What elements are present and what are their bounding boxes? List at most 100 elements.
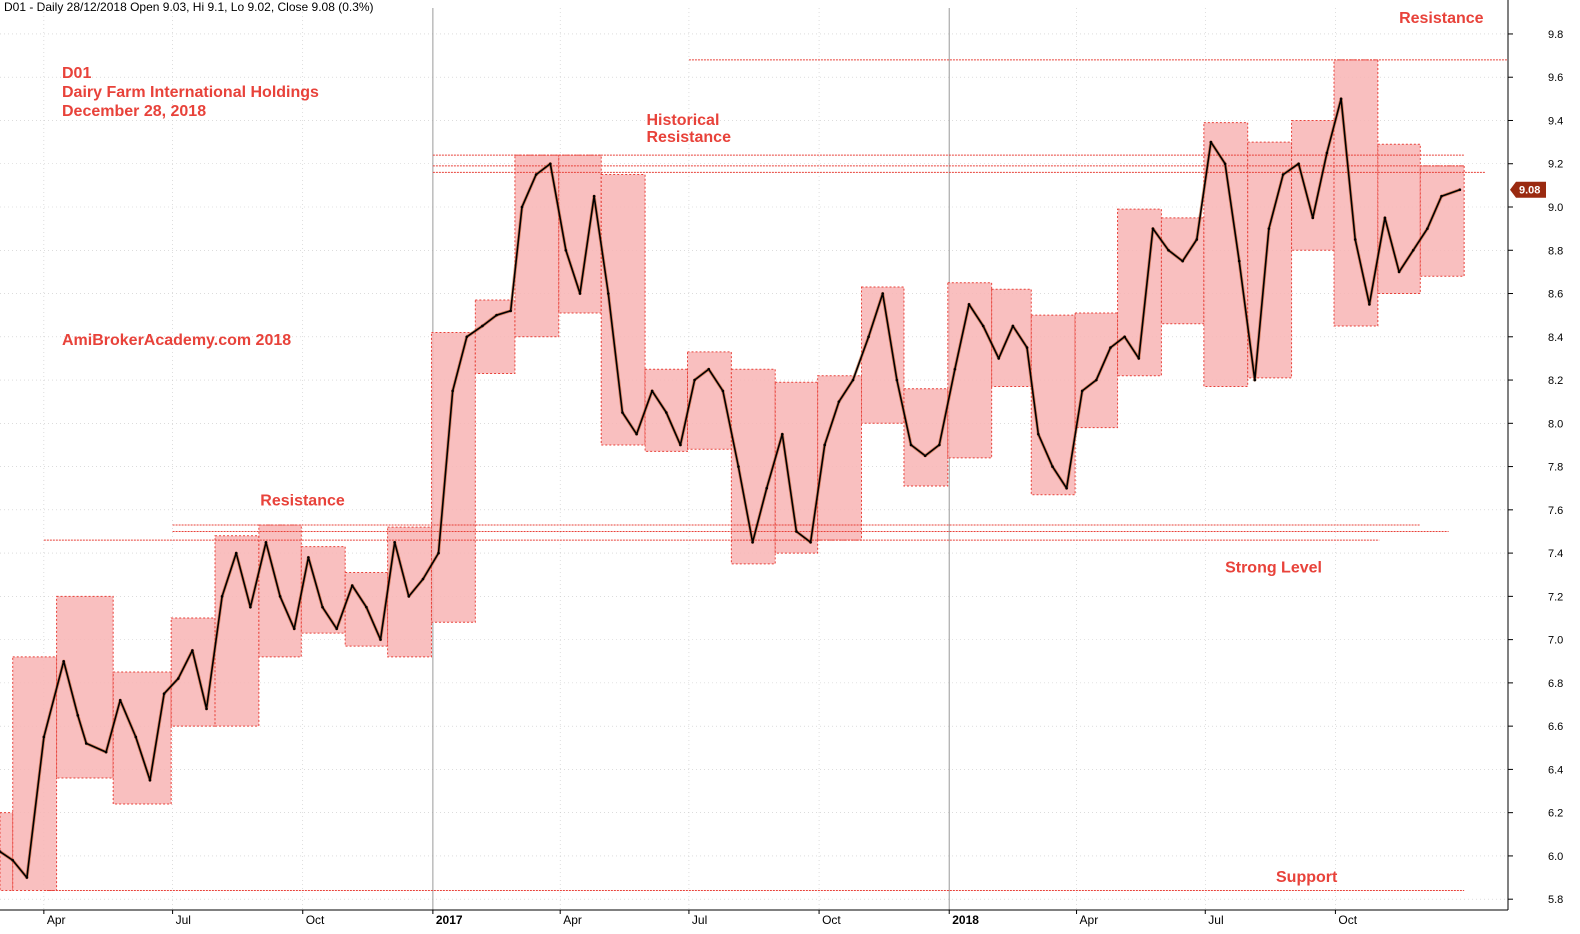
y-tick-label: 7.8 xyxy=(1548,462,1563,474)
price-point xyxy=(1137,357,1141,360)
price-point xyxy=(1065,486,1068,490)
price-point xyxy=(780,432,784,436)
price-point xyxy=(1253,378,1257,382)
price-point xyxy=(379,638,382,641)
price-point xyxy=(895,378,899,382)
price-point xyxy=(823,443,827,447)
x-tick-label: Apr xyxy=(563,913,582,927)
price-point xyxy=(0,850,2,853)
price-point xyxy=(981,324,985,328)
price-point xyxy=(220,595,224,598)
x-tick-label: Apr xyxy=(47,913,66,927)
chart-title-line: Dairy Farm International Holdings xyxy=(62,84,319,101)
range-box xyxy=(112,671,172,805)
last-price-label: 9.08 xyxy=(1519,185,1540,197)
y-tick-label: 8.0 xyxy=(1548,418,1563,430)
x-tick-label: Oct xyxy=(306,913,325,927)
range-box xyxy=(861,286,905,424)
x-tick-label: Oct xyxy=(822,913,841,927)
price-point xyxy=(837,400,841,403)
price-point xyxy=(1383,216,1387,220)
price-point xyxy=(621,411,624,414)
price-point xyxy=(867,335,870,339)
price-point xyxy=(407,595,411,598)
price-point xyxy=(1237,259,1241,263)
price-point xyxy=(1368,303,1371,306)
price-point xyxy=(278,595,282,598)
price-point xyxy=(365,605,368,609)
y-tick-label: 7.2 xyxy=(1548,591,1563,603)
price-point xyxy=(751,540,754,544)
price-point xyxy=(1037,432,1040,436)
annotation-label: Support xyxy=(1276,869,1338,886)
y-tick-label: 6.4 xyxy=(1548,764,1563,776)
price-point xyxy=(1151,227,1155,230)
price-point xyxy=(1353,238,1357,241)
price-point xyxy=(481,324,484,328)
watermark-text: AmiBrokerAcademy.com 2018 xyxy=(62,332,291,349)
price-point xyxy=(451,389,454,393)
price-point xyxy=(721,389,725,393)
x-tick-label: Oct xyxy=(1338,913,1357,927)
y-tick-label: 9.0 xyxy=(1548,202,1563,214)
range-box xyxy=(430,331,476,623)
price-point xyxy=(249,605,252,609)
annotation-label: Strong Level xyxy=(1225,560,1322,577)
range-box xyxy=(56,595,114,779)
price-point xyxy=(650,389,654,393)
y-tick-label: 9.8 xyxy=(1548,29,1563,41)
y-tick-label: 9.4 xyxy=(1548,115,1563,127)
price-point xyxy=(953,367,957,371)
annotation-label: Resistance xyxy=(1399,10,1484,27)
price-point xyxy=(11,858,15,862)
y-tick-label: 9.6 xyxy=(1548,72,1563,84)
price-point xyxy=(393,540,396,544)
x-tick-year-label: 2017 xyxy=(436,913,463,927)
range-box xyxy=(1074,312,1119,429)
y-tick-label: 9.2 xyxy=(1548,159,1563,171)
price-point xyxy=(564,248,568,252)
price-point xyxy=(335,627,338,631)
price-point xyxy=(104,750,108,754)
price-point xyxy=(437,551,440,555)
y-tick-label: 6.6 xyxy=(1548,721,1563,733)
price-point xyxy=(307,556,310,559)
last-price-tag xyxy=(1510,181,1546,198)
price-point xyxy=(1095,378,1098,382)
y-tick-label: 8.6 xyxy=(1548,289,1563,301)
x-tick-year-label: 2018 xyxy=(952,913,979,927)
x-tick-label: Jul xyxy=(1208,913,1223,927)
price-point xyxy=(42,735,46,739)
price-point xyxy=(1397,270,1401,274)
price-point xyxy=(1311,216,1315,220)
range-box xyxy=(991,288,1032,388)
price-point xyxy=(1281,173,1285,176)
annotation-label: Resistance xyxy=(646,129,731,146)
price-point xyxy=(795,530,798,533)
price-point xyxy=(176,677,180,680)
price-point xyxy=(1458,188,1462,191)
price-point xyxy=(465,335,469,339)
price-point xyxy=(1025,346,1029,349)
annotation-label: Historical xyxy=(646,112,719,129)
y-tick-label: 8.2 xyxy=(1548,375,1563,387)
price-point xyxy=(205,707,208,711)
price-point xyxy=(923,454,927,458)
price-point xyxy=(1297,162,1300,166)
price-point xyxy=(809,540,812,544)
price-point xyxy=(693,378,696,382)
chart-header: D01 - Daily 28/12/2018 Open 9.03, Hi 9.1… xyxy=(4,0,374,14)
price-point xyxy=(292,627,296,631)
price-point xyxy=(1440,194,1443,198)
y-tick-label: 7.0 xyxy=(1548,635,1563,647)
annotation-label: Resistance xyxy=(260,493,345,510)
price-point xyxy=(421,577,425,581)
price-point xyxy=(1209,140,1213,144)
y-tick-label: 8.4 xyxy=(1548,332,1563,344)
y-tick-label: 8.8 xyxy=(1548,245,1563,257)
price-point xyxy=(967,303,971,306)
price-point xyxy=(76,714,80,717)
price-point xyxy=(851,378,855,382)
x-tick-label: Jul xyxy=(692,913,707,927)
